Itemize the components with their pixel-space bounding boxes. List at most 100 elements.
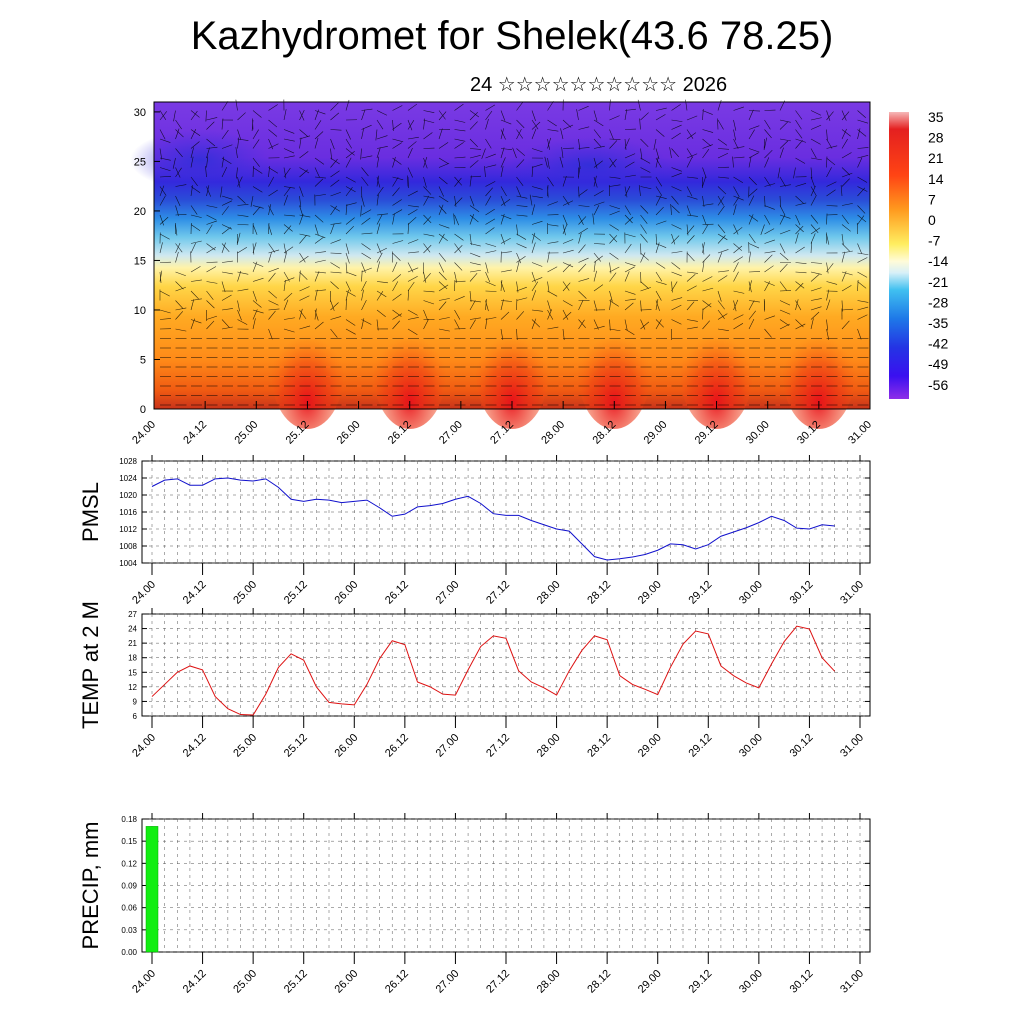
wind-barb [685, 99, 688, 111]
wind-barb [299, 110, 305, 121]
wind-barb [314, 194, 326, 197]
wind-barb [469, 148, 481, 150]
wind-barb [717, 328, 729, 331]
wind-barb [438, 142, 449, 149]
x-tick-label: 30.12 [788, 968, 816, 996]
wind-barb [671, 104, 681, 111]
hot-spot [782, 319, 855, 429]
wind-barb [314, 110, 326, 115]
wind-barb [748, 281, 752, 293]
wind-barb [841, 233, 844, 245]
wind-barb [562, 223, 568, 235]
wind-barb [454, 214, 459, 226]
wind-barb [624, 266, 635, 273]
wind-barb [841, 203, 853, 206]
wind-barb [438, 205, 447, 214]
wind-barb [206, 214, 217, 221]
wind-barb [438, 262, 445, 273]
wind-barb [826, 289, 830, 301]
wind-barb [624, 302, 634, 311]
wind-barb [500, 300, 512, 302]
wind-barb [299, 195, 302, 207]
wind-barb [857, 119, 869, 124]
wind-barb [624, 109, 628, 121]
wind-barb [361, 124, 372, 130]
wind-barb [609, 235, 618, 244]
wind-barb [299, 233, 311, 237]
hot-spot [476, 319, 548, 429]
wind-barb [330, 138, 335, 150]
wind-barb [547, 176, 554, 187]
wind-barb [283, 109, 287, 121]
wind-barb [717, 275, 728, 282]
wind-barb [671, 251, 683, 254]
wind-barb [423, 300, 435, 305]
wind-barb [206, 300, 215, 309]
wind-barb [392, 142, 402, 149]
wind-barb [841, 285, 852, 292]
wind-barb [469, 214, 475, 225]
wind-barb [717, 148, 729, 150]
y-tick-label: 0.18 [121, 815, 137, 824]
wind-barb [407, 317, 419, 320]
wind-barb [826, 138, 833, 149]
wind-barb [252, 277, 264, 282]
wind-barb [345, 129, 351, 140]
wind-barb [857, 110, 866, 118]
wind-barb [330, 191, 341, 197]
wind-barb [810, 214, 819, 224]
wind-barb [423, 110, 435, 114]
wind-barb [283, 167, 287, 179]
wind-barb [516, 328, 518, 340]
wind-barb [330, 222, 342, 225]
wind-barb [516, 119, 525, 129]
wind-barb [733, 186, 740, 197]
wind-barb [717, 252, 723, 263]
wind-barb [857, 129, 867, 137]
wind-barb [485, 104, 496, 111]
wind-barb [686, 285, 697, 292]
wind-barb [314, 309, 319, 321]
wind-barb [640, 167, 651, 173]
wind-barb [252, 261, 258, 273]
wind-barb [221, 166, 228, 178]
wind-barb [686, 225, 695, 235]
y-tick-label: 25 [134, 156, 146, 168]
wind-barb [609, 290, 613, 302]
wind-barb [251, 119, 254, 131]
wind-barb [392, 105, 403, 111]
wind-barb [531, 220, 543, 225]
wind-barb [826, 299, 831, 311]
wind-barb [361, 289, 364, 301]
wind-barb [516, 129, 522, 140]
wind-barb [593, 110, 598, 122]
wind-barb [609, 184, 621, 187]
wind-barb [159, 270, 163, 282]
wind-barb [516, 176, 524, 186]
wind-barb [392, 274, 402, 282]
wind-barb [655, 281, 667, 285]
wind-barb [376, 156, 380, 168]
x-tick-label: 24.00 [130, 579, 158, 607]
wind-barb [330, 129, 342, 131]
wind-barb [655, 186, 663, 196]
wind-barb [560, 128, 564, 140]
wind-barb [376, 252, 383, 263]
wind-barb [221, 118, 224, 130]
wind-barb [764, 150, 773, 159]
colorbar-label: -42 [928, 336, 948, 352]
wind-barb [593, 252, 602, 262]
wind-barb [531, 195, 543, 199]
wind-barb [810, 242, 812, 254]
wind-barb [206, 266, 217, 273]
x-tick-label: 27.12 [484, 968, 512, 996]
wind-barb [686, 195, 698, 200]
wind-barb [173, 110, 176, 122]
wind-barb [206, 315, 218, 320]
wind-barb [190, 214, 202, 218]
wind-barb [562, 124, 574, 130]
wind-barb [810, 298, 822, 301]
wind-barb [686, 153, 698, 159]
wind-barb [438, 328, 450, 332]
wind-barb [361, 128, 364, 140]
